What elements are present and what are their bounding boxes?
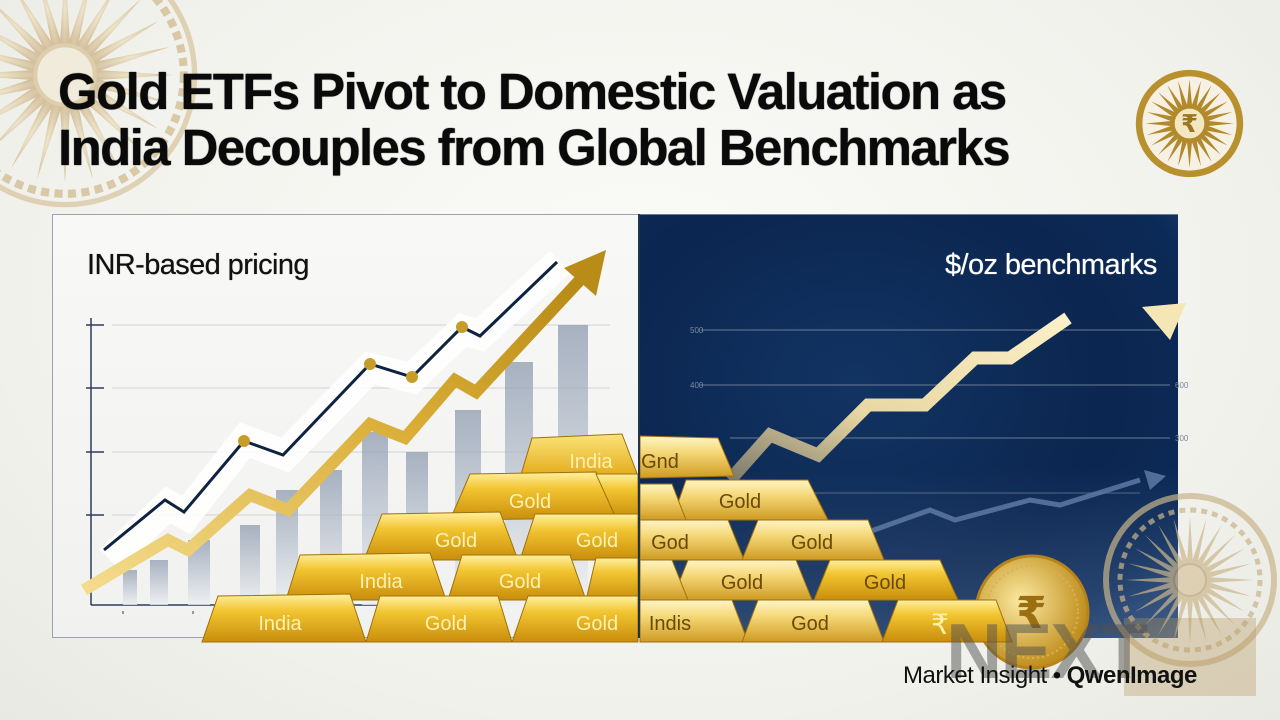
gold-bar: India [519,433,639,479]
ashoka-wheel-icon [0,0,198,208]
footer-brand: QwenImage [1066,662,1198,689]
gold-bar: Gold [813,559,959,601]
footer-credit: Market Insight • QwenImage [903,662,1197,690]
tick-label: 300 [1175,434,1189,443]
gold-bar: Gold [447,554,587,601]
svg-text:God: God [791,613,829,635]
rupee-emblem-icon: ₹ [1135,69,1244,178]
svg-text:₹: ₹ [1016,588,1047,639]
page-title: Gold ETFs Pivot to Domestic Valuation as… [58,64,1138,176]
svg-text:Gold: Gold [435,530,477,552]
gold-bar: Gold [363,511,519,561]
rupee-symbol: ₹ [1181,109,1198,138]
footer-source: Market Insight [903,662,1047,689]
inr-gold-arrow [80,275,585,596]
gold-bar: Gold [671,479,829,521]
svg-text:Gold: Gold [721,572,763,594]
svg-text:God: God [651,532,689,554]
gold-bar-stack-left: India Gold Gold Gold India Gold [201,433,639,643]
watermark-text: NEXT [946,607,1148,695]
gold-bar: India [201,593,367,643]
usd-secondary-arrow [859,477,1141,538]
panel-divider [638,214,640,638]
usd-chart-grid: 500 400 600 300 [690,326,1189,494]
inr-pricing-label: INR-based pricing [87,249,310,281]
gold-bar: Gnd [639,435,735,479]
tick-label: 500 [690,326,704,335]
svg-text:Gold: Gold [791,532,833,554]
gold-bar: Gold [671,559,813,601]
svg-text:Gold: Gold [425,613,467,635]
svg-text:Gnd: Gnd [641,451,679,473]
svg-text:Gold: Gold [509,491,551,513]
watermark-logo-box [1124,618,1256,696]
gold-bar: Gold [519,513,639,561]
svg-text:Gold: Gold [499,571,541,593]
usd-benchmark-arrow [725,312,1072,485]
inr-price-line [103,260,559,552]
inr-data-points [238,321,468,447]
gold-bar: Indis [639,599,749,643]
gold-bar: Gold [511,595,639,643]
usd-benchmark-label: $/oz benchmarks [945,249,1157,281]
svg-text:Indis: Indis [649,613,691,635]
tick-label: 400 [690,381,704,390]
svg-text:India: India [569,451,613,473]
svg-text:Gold: Gold [576,530,618,552]
footer-separator: • [1052,662,1061,689]
svg-text:Gold: Gold [864,572,906,594]
title-line-2: India Decouples from Global Benchmarks [58,119,1011,176]
svg-text:India: India [359,571,403,593]
ashoka-wheel-watermark-icon [1103,493,1277,667]
title-line-1: Gold ETFs Pivot to Domestic Valuation as [58,63,1007,120]
gold-bar: Gold [365,595,513,643]
gold-bar: God [741,599,885,643]
svg-text:India: India [258,613,302,635]
svg-text:₹: ₹ [931,608,949,641]
gold-bar: ₹ [881,599,1013,643]
gold-bar: Gold [741,519,885,561]
gold-bar: Gold [449,471,617,521]
gold-bar: God [639,519,745,561]
tick-label: 600 [1175,381,1189,390]
gold-bar-stack-right: Gnd Gold God Gold Gold Gold Indis [639,435,1013,643]
svg-text:Gold: Gold [719,491,761,513]
gold-bar: India [285,552,447,601]
svg-text:Gold: Gold [576,613,618,635]
